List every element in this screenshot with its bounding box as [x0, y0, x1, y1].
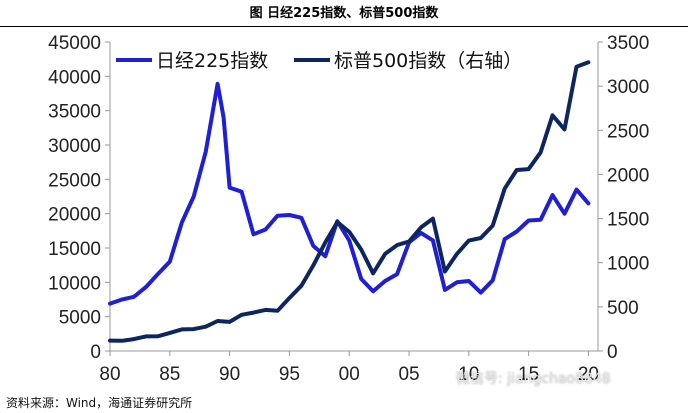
sp500-line: [108, 60, 591, 343]
legend: 日经225指数 标普500指数（右轴）: [116, 50, 522, 72]
left-tick-label: 10000: [48, 273, 101, 294]
left-tick-label: 35000: [48, 102, 101, 123]
x-tick-label: 15: [518, 364, 539, 385]
legend-label-nikkei: 日经225指数: [156, 50, 268, 72]
legend-label-sp500: 标普500指数（右轴）: [334, 50, 522, 72]
left-tick-label: 25000: [48, 170, 101, 191]
x-tick-label: 80: [99, 364, 120, 385]
right-tick-label: 1000: [607, 254, 649, 275]
x-tick-label: 90: [219, 364, 240, 385]
x-tick-label: 85: [159, 364, 180, 385]
x-tick-label: 05: [398, 364, 419, 385]
left-tick-label: 5000: [59, 308, 101, 329]
left-tick-label: 15000: [48, 239, 101, 260]
right-tick-label: 2500: [607, 121, 649, 142]
chart-title: 图 日经225指数、标普500指数: [0, 0, 688, 27]
watermark: 微信号: jiangchao8848: [456, 371, 611, 387]
x-tick-label: 00: [339, 364, 360, 385]
right-tick-label: 3000: [607, 77, 649, 98]
right-tick-label: 1500: [607, 210, 649, 231]
left-tick-label: 30000: [48, 136, 101, 157]
x-tick-label: 20: [578, 364, 599, 385]
x-axis-ticks: 80 85 90 95 00 05 10 15 20: [99, 351, 599, 385]
left-tick-label: 40000: [48, 67, 101, 88]
left-tick-label: 45000: [48, 33, 101, 54]
x-tick-label: 10: [458, 364, 479, 385]
right-tick-label: 3500: [607, 33, 649, 54]
left-axis-ticks: 0 5000 10000 15000 20000 25000 30000 35000 40000…: [48, 33, 110, 363]
axes: [109, 42, 599, 352]
series-lines: [108, 60, 591, 343]
nikkei-225-line: [108, 81, 591, 306]
left-tick-label: 20000: [48, 205, 101, 226]
right-axis-ticks: 0 500 1000 1500 2000 2500 3000 3500: [598, 33, 649, 363]
right-tick-label: 0: [607, 342, 618, 363]
right-tick-label: 2000: [607, 165, 649, 186]
left-tick-label: 0: [90, 342, 101, 363]
x-tick-label: 95: [279, 364, 300, 385]
line-chart: 0500010000150002000025000300003500040000…: [48, 33, 649, 385]
source-note: 资料来源：Wind，海通证券研究所: [6, 396, 193, 410]
right-tick-label: 500: [607, 298, 639, 319]
